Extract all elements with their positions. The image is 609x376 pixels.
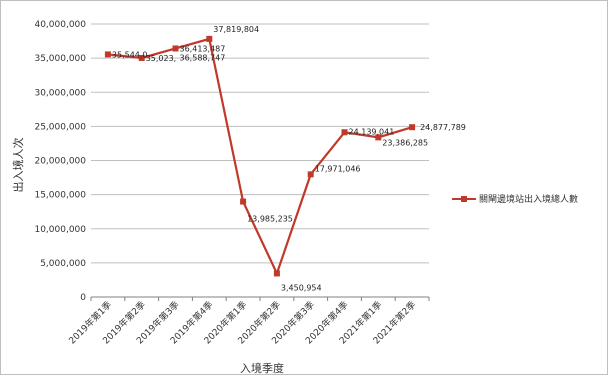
data-point	[138, 54, 145, 61]
data-label: 35,023,	[146, 54, 177, 63]
y-tick-label: 5,000,000	[40, 259, 86, 269]
data-label: 36,588,747	[180, 53, 226, 62]
y-tick-label: 40,000,000	[34, 20, 86, 30]
y-tick-label: 20,000,000	[34, 157, 86, 167]
y-tick-label: 10,000,000	[34, 225, 86, 235]
data-label: 23,386,285	[382, 138, 428, 147]
data-point	[409, 124, 416, 131]
series-line	[107, 37, 413, 277]
data-labels: 35,544,035,023,36,413,487 37,819,804 13,98…	[112, 25, 466, 293]
data-label: 24,877,789	[420, 123, 466, 132]
data-label: 24,139,041	[349, 127, 395, 136]
y-tick-label: 25,000,000	[34, 122, 86, 132]
y-tick-label: 0	[80, 293, 86, 303]
legend-label: 關閘邊境站出入境總人數	[479, 193, 578, 205]
data-point	[172, 45, 179, 52]
legend-marker-icon	[461, 196, 467, 202]
gridlines	[91, 23, 429, 264]
data-point	[104, 51, 111, 58]
series-layer	[104, 35, 416, 277]
data-point	[206, 35, 213, 42]
data-label: 37,819,804	[213, 25, 259, 34]
legend: 關閘邊境站出入境總人數	[452, 193, 578, 205]
y-tick-labels: 0 5,000,000 10,000,000 15,000,000 20,000,000…	[34, 20, 86, 303]
data-point	[341, 129, 348, 136]
x-axis-title: 入境季度	[240, 361, 284, 375]
data-point	[273, 270, 280, 277]
y-axis-title: 出入境人次	[11, 138, 25, 193]
data-point	[375, 134, 382, 141]
data-label: 17,971,046	[315, 164, 361, 173]
y-tick-label: 30,000,000	[34, 88, 86, 98]
data-label: 35,544,0	[112, 50, 148, 59]
data-point	[240, 198, 247, 205]
data-point	[307, 171, 314, 178]
x-tick-labels: 2019年第1季2019年第2季2019年第3季2019年第4季2020年第1季…	[66, 297, 430, 346]
y-tick-label: 35,000,000	[34, 54, 86, 64]
data-label: 36,413,487	[180, 44, 226, 53]
data-label: 3,450,954	[281, 283, 322, 292]
y-tick-label: 15,000,000	[34, 191, 86, 201]
data-label: 13,985,235	[247, 215, 293, 224]
